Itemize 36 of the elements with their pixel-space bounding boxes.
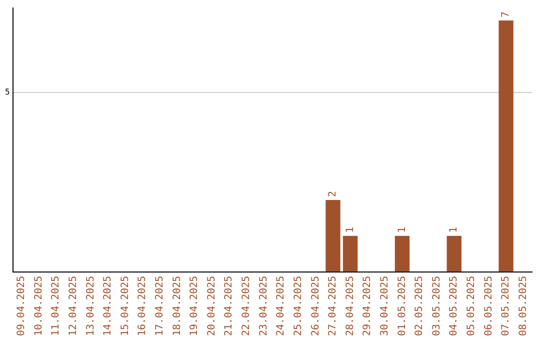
data-label: 1	[344, 226, 356, 233]
x-tick-label: 22.04.2025	[241, 276, 252, 336]
x-tick-label: 05.05.2025	[466, 276, 478, 336]
x-tick-label: 17.04.2025	[154, 276, 166, 336]
x-tick-label: 28.04.2025	[344, 276, 356, 336]
data-label: 7	[500, 12, 512, 18]
x-tick-label: 15.04.2025	[120, 276, 131, 336]
x-tick-label: 03.05.2025	[431, 276, 442, 336]
x-tick-label: 07.05.2025	[500, 276, 512, 336]
data-label: 1	[396, 226, 408, 233]
x-tick-label: 24.04.2025	[276, 276, 287, 336]
x-tick-label: 02.05.2025	[414, 276, 426, 336]
x-tick-label: 13.04.2025	[85, 276, 96, 336]
x-tick-label: 01.05.2025	[396, 276, 408, 336]
x-tick-label: 12.04.2025	[68, 276, 79, 336]
x-tick-label: 04.05.2025	[448, 276, 460, 336]
x-tick-label: 09.04.2025	[16, 276, 28, 336]
x-tick-label: 18.04.2025	[172, 276, 183, 336]
x-tick-label: 25.04.2025	[292, 276, 304, 336]
x-tick-label: 20.04.2025	[206, 276, 218, 336]
x-tick-label: 27.04.2025	[328, 276, 339, 336]
x-tick-label: 14.04.2025	[102, 276, 114, 336]
x-tick-label: 06.05.2025	[483, 276, 494, 336]
x-tick-label: 08.05.2025	[518, 276, 529, 336]
x-tick-label: 26.04.2025	[310, 276, 322, 336]
x-tick-label: 11.04.2025	[50, 276, 62, 336]
y-tick-label: 5	[4, 87, 10, 96]
x-tick-label: 19.04.2025	[189, 276, 200, 336]
x-tick-label: 10.04.2025	[33, 276, 44, 336]
x-tick-label: 29.04.2025	[362, 276, 374, 336]
x-tick-label: 16.04.2025	[137, 276, 148, 336]
x-tick-label: 30.04.2025	[379, 276, 390, 336]
data-label: 1	[448, 226, 460, 233]
x-tick-label: 21.04.2025	[224, 276, 235, 336]
x-tick-label: 23.04.2025	[258, 276, 270, 336]
data-label: 2	[328, 190, 339, 198]
